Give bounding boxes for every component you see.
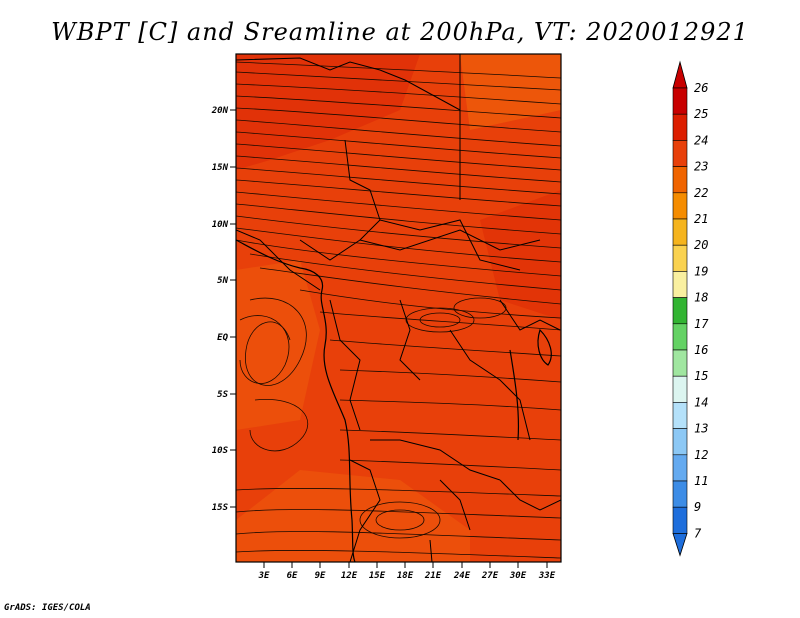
colorbar-max-arrow <box>672 60 688 89</box>
colorbar-label: 26 <box>694 81 708 95</box>
cooler-region-northeast <box>460 54 561 130</box>
colorbar-label: 7 <box>694 526 702 540</box>
lat-tick-label: EQ <box>217 333 228 343</box>
lon-tick-label: 24E <box>453 571 471 581</box>
colorbar-label: 25 <box>694 107 708 121</box>
lat-tick-label: 15N <box>212 163 229 173</box>
lon-tick-label: 30E <box>509 571 527 581</box>
colorbar-segment <box>672 166 688 194</box>
colorbar-label: 15 <box>694 369 708 383</box>
lat-tick-label: 10S <box>212 446 229 456</box>
colorbar-segment <box>672 480 688 508</box>
warm-region-east <box>480 190 561 320</box>
streamlines <box>236 61 561 559</box>
colorbar-segment <box>672 375 688 403</box>
colorbar-segment <box>672 402 688 429</box>
colorbar-label: 23 <box>694 160 708 174</box>
colorbar-segment <box>672 192 688 220</box>
lat-tick-label: 5S <box>217 390 228 400</box>
map-frame <box>235 53 562 563</box>
footer-credit: GrADS: IGES/COLA <box>4 603 91 613</box>
colorbar-label: 17 <box>694 317 709 331</box>
lon-tick-label: 6E <box>287 571 298 581</box>
colorbar-segment <box>672 454 688 482</box>
colorbar-segment <box>672 140 688 167</box>
lat-tick-label: 15S <box>212 503 229 513</box>
warm-region-north <box>236 54 420 170</box>
colorbar-label: 22 <box>694 186 708 200</box>
colorbar-label: 24 <box>694 133 708 147</box>
lat-tick-label: 5N <box>217 276 228 286</box>
lon-tick-label: 33E <box>538 571 556 581</box>
colorbar-segment <box>672 271 688 298</box>
colorbar-segment <box>672 113 688 141</box>
cooler-region-west <box>236 260 320 430</box>
lat-axis: 20N 15N 10N 5N EQ 5S 10S 15S <box>211 106 236 513</box>
colorbar-label: 9 <box>694 500 701 514</box>
colorbar-label: 21 <box>694 212 708 226</box>
colorbar-label: 18 <box>694 291 708 305</box>
colorbar-label: 14 <box>694 395 708 409</box>
country-borders <box>236 54 561 562</box>
colorbar-label: 12 <box>694 448 708 462</box>
colorbar-segment <box>672 323 688 351</box>
colorbar-segment <box>672 506 688 534</box>
colorbar-label: 20 <box>694 238 708 252</box>
colorbar-segment <box>672 428 688 456</box>
lon-tick-label: 27E <box>481 571 499 581</box>
colorbar-label: 16 <box>694 343 708 357</box>
colorbar-label: 19 <box>694 264 708 278</box>
lon-tick-label: 15E <box>369 571 386 581</box>
colorbar-segment <box>672 297 688 325</box>
lon-tick-label: 12E <box>341 571 358 581</box>
colorbar-label: 13 <box>694 422 708 436</box>
colorbar-min-arrow <box>672 533 688 557</box>
map-panel <box>236 54 561 562</box>
lat-tick-label: 20N <box>211 106 229 116</box>
lon-tick-label: 21E <box>424 571 442 581</box>
colorbar: 26 25 24 23 22 21 20 19 18 17 16 15 14 13 12 11 9 7 <box>672 60 709 557</box>
map-title: WBPT [C] and Sreamline at 200hPa, VT: 20… <box>51 18 749 46</box>
colorbar-segment <box>672 244 688 272</box>
colorbar-segment <box>672 87 688 115</box>
cooler-region-south <box>236 470 470 562</box>
colorbar-label: 11 <box>694 474 708 488</box>
lat-tick-label: 10N <box>212 220 229 230</box>
colorbar-segment <box>672 218 688 246</box>
lon-tick-label: 9E <box>315 571 326 581</box>
lon-tick-label: 3E <box>258 571 270 581</box>
lon-axis: 3E 6E 9E 12E 15E 18E 21E 24E 27E 30E 33E <box>258 562 556 581</box>
coastlines <box>236 239 552 562</box>
colorbar-segment <box>672 349 688 377</box>
lon-tick-label: 18E <box>397 571 414 581</box>
